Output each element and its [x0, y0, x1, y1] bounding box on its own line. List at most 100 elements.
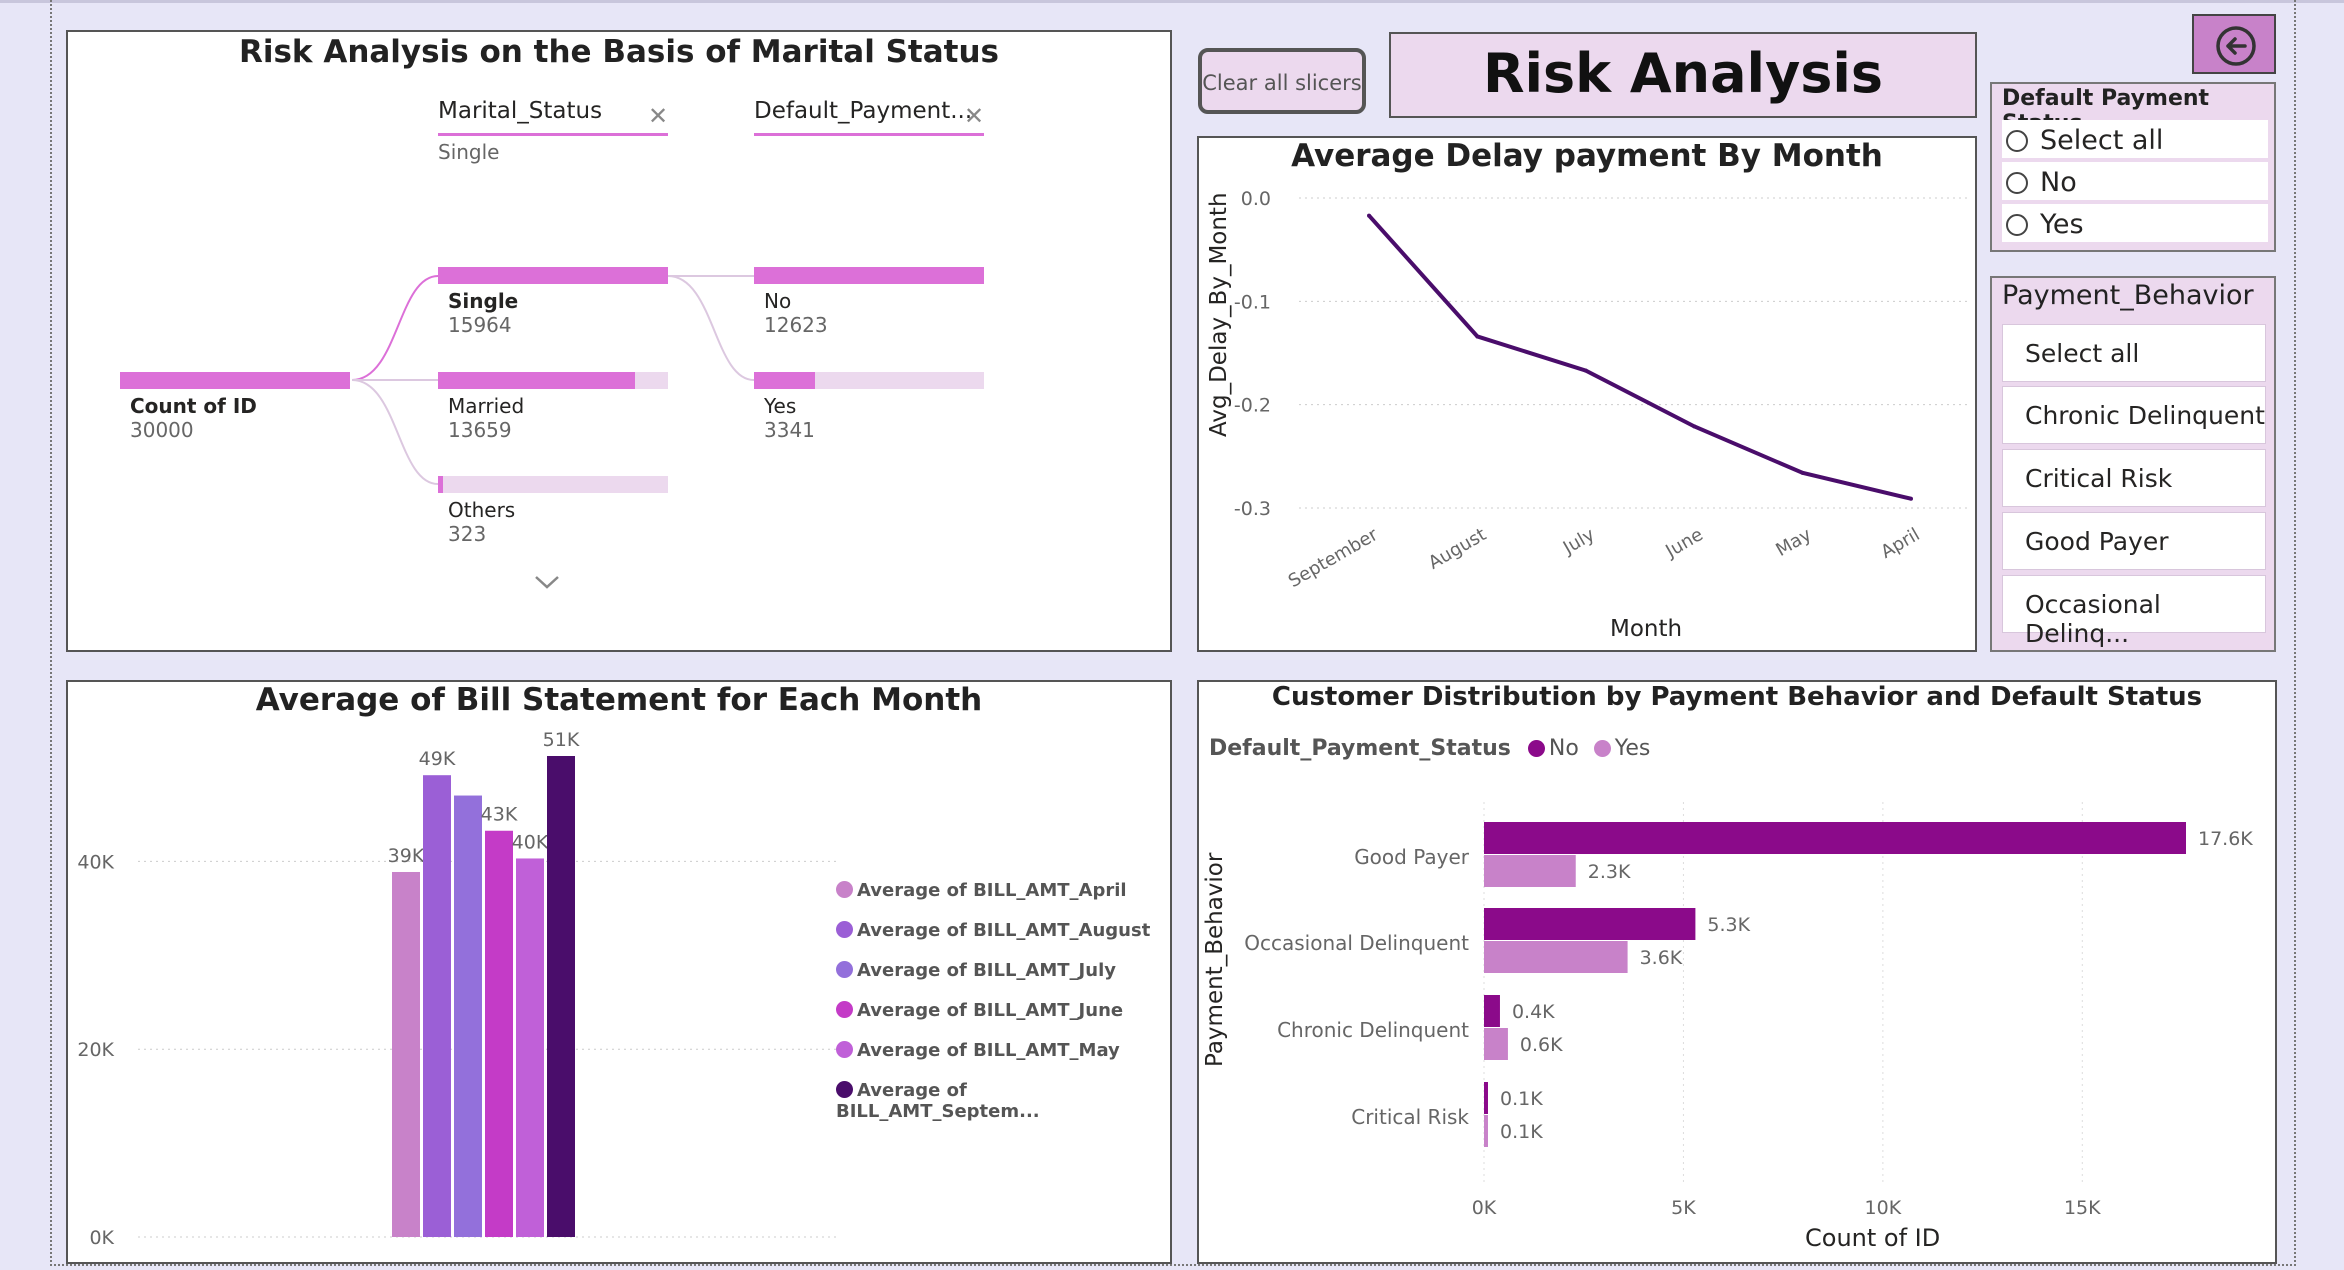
line-point[interactable]	[1800, 470, 1805, 475]
bill-bar[interactable]	[516, 858, 544, 1237]
bill-bar[interactable]	[454, 795, 482, 1237]
legend-dot	[836, 1001, 853, 1018]
default-option-select-all[interactable]: Select all	[2002, 120, 2268, 160]
behavior-option-good[interactable]: Good Payer	[2002, 512, 2266, 570]
back-arrow-icon	[2216, 26, 2256, 66]
behavior-option-critical[interactable]: Critical Risk	[2002, 449, 2266, 507]
bill-bar[interactable]	[392, 871, 420, 1237]
bill-legend-label: Average of BILL_AMT_May	[857, 1040, 1120, 1061]
dist-bar[interactable]	[1484, 995, 1500, 1027]
dist-bar[interactable]	[1484, 941, 1628, 973]
default-payment-slicer[interactable]: Default Payment Status Select all No Yes	[1990, 82, 2276, 252]
node-single-value: 15964	[448, 313, 512, 337]
bill-legend-label: Average of BILL_AMT_August	[857, 920, 1151, 941]
line-point[interactable]	[1475, 334, 1480, 339]
dist-x-tick: 5K	[1671, 1197, 1696, 1219]
root-label: Count of ID	[130, 394, 257, 418]
dist-bar[interactable]	[1484, 1082, 1488, 1114]
dist-x-tick: 0K	[1472, 1197, 1497, 1219]
legend-dot	[836, 1081, 853, 1098]
bill-chart-title: Average of Bill Statement for Each Month	[255, 682, 983, 718]
bill-legend-item[interactable]: Average of BILL_AMT_April	[836, 880, 1127, 901]
radio-icon[interactable]	[2006, 214, 2028, 236]
node-no-bar[interactable]	[754, 267, 984, 284]
dist-bar[interactable]	[1484, 855, 1576, 887]
dist-x-tick: 15K	[2064, 1197, 2101, 1219]
node-others-fill	[438, 476, 443, 493]
behavior-slicer-title: Payment_Behavior	[2002, 280, 2254, 311]
clear-slicers-button[interactable]: Clear all slicers	[1198, 48, 1366, 114]
dist-data-label: 5.3K	[1707, 914, 1750, 936]
close-icon[interactable]: ✕	[964, 102, 985, 130]
filter-marital-selected: Single	[438, 140, 500, 164]
bill-bar-chart-visual[interactable]: Average of Bill Statement for Each Month…	[66, 680, 1172, 1264]
dist-data-label: 0.6K	[1520, 1034, 1563, 1056]
behavior-option-chronic[interactable]: Chronic Delinquent	[2002, 386, 2266, 444]
clear-slicers-label: Clear all slicers	[1202, 71, 1362, 95]
node-married-value: 13659	[448, 418, 512, 442]
dist-legend-no[interactable]: No	[1527, 736, 1579, 761]
bill-y-tick: 0K	[89, 1227, 114, 1249]
line-chart-xlabel: Month	[1610, 616, 1683, 642]
bill-bar[interactable]	[485, 830, 513, 1237]
bill-data-label: 40K	[512, 831, 549, 853]
bill-bar[interactable]	[547, 756, 575, 1237]
back-button[interactable]	[2192, 14, 2276, 74]
node-married-bar[interactable]	[438, 372, 668, 389]
line-point[interactable]	[1909, 496, 1913, 501]
legend-dot	[836, 921, 853, 938]
bill-legend-item[interactable]: Average of BILL_AMT_Septem...	[836, 1080, 1170, 1122]
connector-yes	[667, 275, 755, 381]
bill-legend-item[interactable]: Average of BILL_AMT_August	[836, 920, 1150, 941]
decomposition-tree-visual[interactable]: Risk Analysis on the Basis of Marital St…	[66, 30, 1172, 652]
node-no-fill	[754, 267, 984, 284]
bill-chart-svg: 0K 20K 40K 39K 49K 43K 40K 51K	[77, 729, 838, 1249]
node-single-bar[interactable]	[438, 267, 668, 284]
filter-marital-label: Marital_Status	[438, 98, 603, 124]
node-yes-bar[interactable]	[754, 372, 984, 389]
chevron-down-icon[interactable]	[532, 572, 562, 592]
bill-y-tick: 40K	[77, 851, 114, 873]
line-point[interactable]	[1692, 424, 1697, 429]
bill-legend-item[interactable]: Average of BILL_AMT_July	[836, 960, 1116, 981]
line-y-tick: -0.1	[1234, 291, 1271, 313]
bill-bar[interactable]	[423, 775, 451, 1237]
payment-behavior-slicer[interactable]: Payment_Behavior Select all Chronic Deli…	[1990, 276, 2276, 652]
bill-legend-label: Average of BILL_AMT_June	[857, 1000, 1124, 1021]
bill-data-label: 49K	[419, 748, 456, 770]
line-point[interactable]	[1367, 213, 1371, 218]
behavior-option-occasional[interactable]: Occasional Delinq...	[2002, 575, 2266, 648]
dist-chart-svg: 0K 5K 10K 15K Good Payer 17.6K 2.3K Occasional …	[1244, 802, 2253, 1219]
close-icon[interactable]: ✕	[648, 102, 669, 130]
root-bar[interactable]	[120, 372, 350, 389]
bill-legend-item[interactable]: Average of BILL_AMT_June	[836, 1000, 1123, 1021]
default-option-yes[interactable]: Yes	[2002, 204, 2268, 244]
bill-legend-item[interactable]: Average of BILL_AMT_May	[836, 1040, 1120, 1061]
line-y-tick: 0.0	[1241, 188, 1271, 210]
line-chart-visual[interactable]: Average Delay payment By Month 0.0 -0.1 -0…	[1197, 136, 1977, 652]
node-single-fill	[438, 267, 668, 284]
radio-icon[interactable]	[2006, 130, 2028, 152]
behavior-option-select-all[interactable]: Select all	[2002, 324, 2266, 382]
node-others-value: 323	[448, 522, 487, 546]
dist-legend-yes[interactable]: Yes	[1593, 736, 1650, 761]
customer-distribution-visual[interactable]: Customer Distribution by Payment Behavio…	[1197, 680, 2277, 1264]
dist-legend: Default_Payment_Status No Yes	[1209, 736, 1650, 761]
node-others-bar[interactable]	[438, 476, 668, 493]
line-chart-svg: 0.0 -0.1 -0.2 -0.3 September August July June Ma…	[1234, 188, 1967, 592]
radio-icon[interactable]	[2006, 172, 2028, 194]
default-option-no[interactable]: No	[2002, 162, 2268, 202]
dist-bar[interactable]	[1484, 1028, 1508, 1060]
line-y-tick: -0.3	[1234, 498, 1271, 520]
line-series[interactable]	[1367, 214, 1912, 501]
dist-category-label: Occasional Delinquent	[1244, 931, 1469, 955]
dist-bar[interactable]	[1484, 908, 1696, 940]
dist-bar[interactable]	[1484, 1115, 1488, 1147]
filter-marital-status[interactable]: Marital_Status	[438, 98, 668, 136]
line-point[interactable]	[1583, 368, 1588, 373]
dist-bar[interactable]	[1484, 822, 2186, 854]
dist-data-label: 17.6K	[2198, 828, 2253, 850]
filter-default-payment[interactable]: Default_Payment...	[754, 98, 984, 136]
decomp-title: Risk Analysis on the Basis of Marital St…	[238, 34, 1000, 70]
